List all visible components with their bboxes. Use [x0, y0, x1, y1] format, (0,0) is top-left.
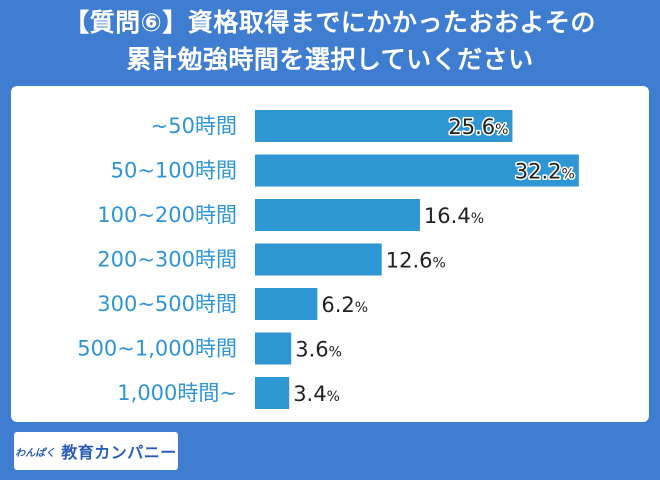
- chart-title-line1: 【質問⑥】資格取得までにかかったおおよその: [64, 8, 596, 37]
- bar: [255, 377, 290, 409]
- bar: [255, 110, 513, 142]
- category-label: 50~100時間: [111, 159, 237, 183]
- data-label: 3.4%: [293, 382, 340, 406]
- category-label: 500~1,000時間: [77, 337, 237, 361]
- bar: [255, 332, 292, 365]
- data-label: 3.6%: [295, 338, 342, 362]
- data-label: 12.6%: [386, 249, 446, 273]
- chart-panel: ~50時間 25.6% 50~100時間 32.2% 100~200時間 16.4% 200…: [11, 86, 649, 422]
- logo-name: 教育カンパニー: [61, 443, 177, 462]
- category-label: 1,000時間~: [117, 381, 237, 405]
- company-logo: わんぱく 教育カンパニー: [14, 432, 178, 470]
- logo-prefix: わんぱく: [15, 447, 56, 459]
- bar-chart: ~50時間 25.6% 50~100時間 32.2% 100~200時間 16.4% 200…: [77, 110, 579, 409]
- chart-title-line2: 累計勉強時間を選択していください: [126, 45, 534, 74]
- category-label: 100~200時間: [97, 203, 237, 227]
- chart-title: 【質問⑥】資格取得までにかかったおおよその 累計勉強時間を選択していください: [0, 4, 660, 78]
- bar: [255, 154, 579, 187]
- data-label: 6.2%: [321, 293, 368, 317]
- data-label: 16.4%: [424, 204, 484, 228]
- data-label: 32.2%: [515, 160, 575, 184]
- data-label: 25.6%: [448, 115, 508, 139]
- category-label: 200~300時間: [97, 248, 237, 272]
- bar: [255, 288, 318, 320]
- bar: [255, 243, 382, 276]
- bar: [255, 199, 420, 231]
- category-label: 300~500時間: [97, 292, 237, 316]
- category-label: ~50時間: [151, 114, 237, 138]
